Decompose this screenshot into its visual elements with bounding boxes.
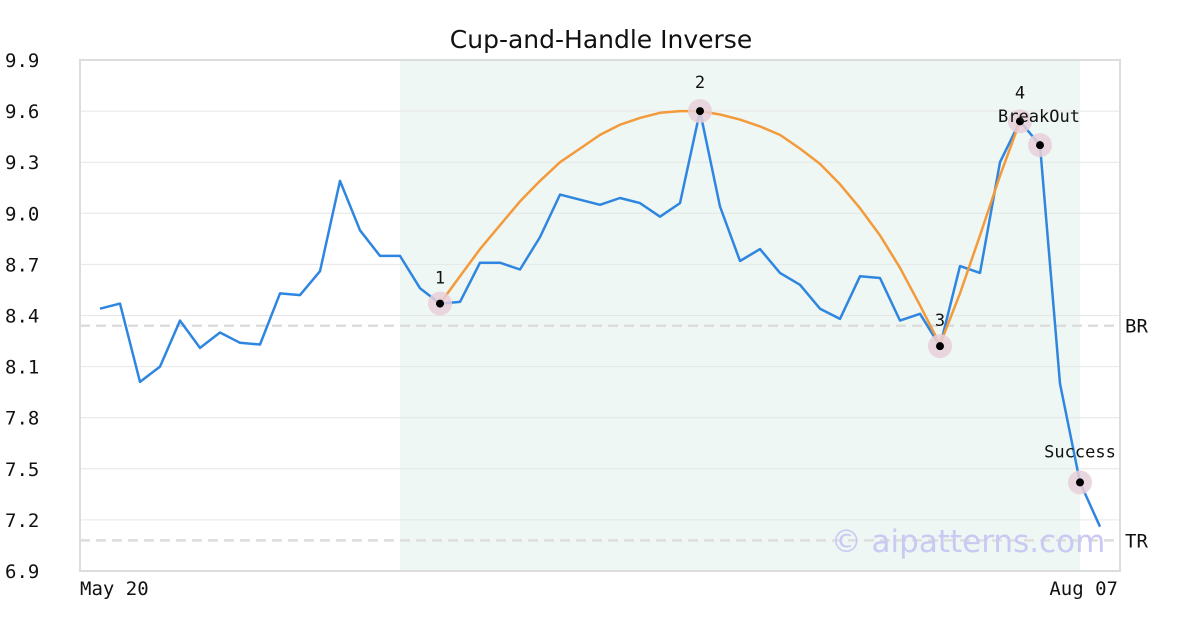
y-tick-label: 8.4	[5, 306, 39, 328]
pattern-point-marker	[936, 342, 944, 351]
x-tick-label: Aug 07	[1049, 578, 1118, 600]
y-tick-label: 7.5	[5, 459, 39, 481]
y-tick-label: 9.9	[5, 50, 39, 72]
y-tick-label: 7.8	[5, 408, 39, 430]
y-tick-label: 9.0	[5, 203, 39, 225]
pattern-point-marker	[436, 299, 444, 308]
y-tick-label: 7.2	[5, 510, 39, 532]
y-tick-label: 9.3	[5, 152, 39, 174]
reference-label-tr: TR	[1125, 530, 1148, 552]
pattern-point-label: Success	[1044, 442, 1116, 462]
pattern-point-label: 4	[1015, 83, 1025, 103]
pattern-point-label: 3	[935, 311, 945, 331]
y-tick-label: 9.6	[5, 101, 39, 123]
pattern-point-label: 2	[695, 73, 705, 93]
watermark: © aipatterns.com	[831, 524, 1106, 560]
y-tick-label: 8.1	[5, 357, 39, 379]
pattern-point-marker	[1036, 141, 1044, 150]
y-tick-label: 8.7	[5, 254, 39, 276]
plot-frame	[79, 59, 1121, 572]
reference-label-br: BR	[1125, 316, 1148, 338]
price-series-line	[99, 109, 1102, 528]
cup-arc-line	[438, 109, 1022, 346]
chart-title: Cup-and-Handle Inverse	[450, 25, 752, 54]
pattern-point-label: BreakOut	[998, 107, 1080, 127]
pattern-point-marker	[696, 107, 704, 116]
pattern-point-marker	[1016, 117, 1024, 126]
y-tick-label: 6.9	[5, 561, 39, 583]
pattern-point-marker	[1076, 478, 1084, 487]
x-tick-label: May 20	[80, 578, 149, 600]
pattern-point-label: 1	[435, 269, 445, 289]
